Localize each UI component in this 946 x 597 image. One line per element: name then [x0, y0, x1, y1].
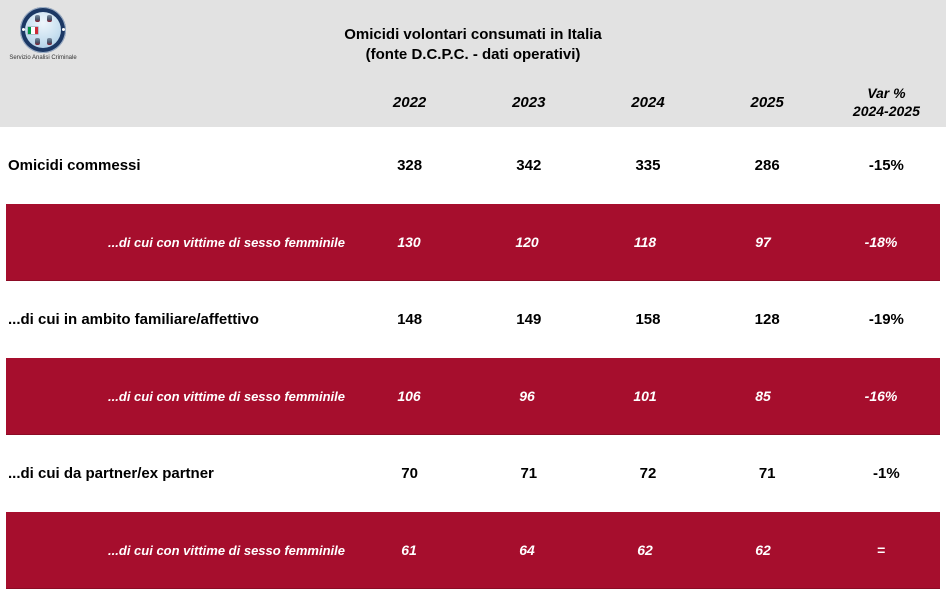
cell-value-2025: 97	[755, 234, 771, 250]
servizio-analisi-criminale-logo	[20, 7, 66, 53]
logo-caption: Servizio Analisi Criminale	[9, 55, 77, 61]
var-header-line-1: Var %	[867, 84, 906, 101]
cell-value-2022: 328	[397, 157, 423, 174]
cell-value-2023: 64	[519, 542, 535, 558]
crest-icon	[47, 15, 52, 22]
cell-value-2022: 130	[397, 234, 421, 250]
cell-value-var: -1%	[873, 465, 900, 482]
column-header-var: Var % 2024-2025	[827, 84, 946, 120]
cell-value-var: -16%	[864, 388, 898, 404]
cell-value-2024: 62	[637, 542, 653, 558]
row-label: ...di cui in ambito familiare/affettivo	[8, 311, 259, 328]
column-header-2022: 2022	[392, 93, 427, 111]
cell-value-2023: 71	[520, 465, 538, 482]
cell-value-2025: 85	[755, 388, 771, 404]
column-header-2023: 2023	[512, 93, 546, 111]
cell-value-2024: 101	[633, 388, 657, 404]
column-headers: 2022 2023 2024 2025 Var % 2024-2025	[0, 77, 946, 127]
logo-block: Servizio Analisi Criminale	[6, 7, 80, 62]
cell-value-2025: 71	[758, 465, 776, 482]
table-row: Omicidi commessi 328 342 335 286 -15%	[0, 127, 946, 204]
title-line-2: (fonte D.C.P.C. - dati operativi)	[365, 45, 581, 63]
cell-value-2023: 342	[516, 157, 542, 174]
table-row: ...di cui in ambito familiare/affettivo …	[0, 281, 946, 358]
column-header-2024: 2024	[631, 93, 665, 111]
table-row: ...di cui con vittime di sesso femminile…	[6, 512, 940, 589]
cell-value-2025: 286	[754, 157, 780, 174]
cell-value-2025: 62	[755, 542, 771, 558]
row-label: ...di cui da partner/ex partner	[8, 465, 214, 482]
cell-value-2024: 72	[639, 465, 657, 482]
row-label: ...di cui con vittime di sesso femminile	[108, 388, 345, 404]
cell-value-2024: 118	[633, 234, 657, 250]
cell-value-var: -15%	[868, 157, 904, 174]
table-row: ...di cui con vittime di sesso femminile…	[6, 358, 940, 435]
cell-value-2022: 61	[401, 542, 417, 558]
cell-value-var: -19%	[868, 311, 904, 328]
table-row: ...di cui con vittime di sesso femminile…	[6, 204, 940, 281]
table-body: Omicidi commessi 328 342 335 286 -15% ..…	[0, 127, 946, 589]
row-label: ...di cui con vittime di sesso femminile	[108, 542, 345, 558]
var-header-line-2: 2024-2025	[852, 103, 920, 119]
cell-value-2022: 106	[397, 388, 421, 404]
title-line-1: Omicidi volontari consumati in Italia	[344, 26, 602, 43]
cell-value-2023: 120	[515, 234, 539, 250]
column-header-2025: 2025	[750, 93, 784, 111]
cell-value-2022: 70	[401, 465, 418, 482]
table-title: Omicidi volontari consumati in Italia (f…	[0, 0, 946, 64]
cell-value-2022: 148	[397, 311, 423, 328]
cell-value-var: =	[876, 542, 886, 558]
cell-value-2023: 149	[516, 311, 542, 328]
row-label: ...di cui con vittime di sesso femminile	[108, 234, 345, 250]
crest-icon	[47, 38, 52, 45]
crest-icon	[35, 15, 40, 22]
cell-value-2024: 335	[635, 157, 661, 174]
italian-flag-icon	[28, 27, 38, 34]
cell-value-2025: 128	[754, 311, 780, 328]
cell-value-2024: 158	[635, 311, 661, 328]
cell-value-var: -18%	[864, 234, 898, 250]
table-row: ...di cui da partner/ex partner 70 71 72…	[0, 435, 946, 512]
row-label: Omicidi commessi	[8, 157, 141, 174]
crest-icon	[35, 38, 40, 45]
cell-value-2023: 96	[519, 388, 535, 404]
table-header: Servizio Analisi Criminale Omicidi volon…	[0, 0, 946, 127]
logo-inner-disc	[25, 12, 61, 48]
